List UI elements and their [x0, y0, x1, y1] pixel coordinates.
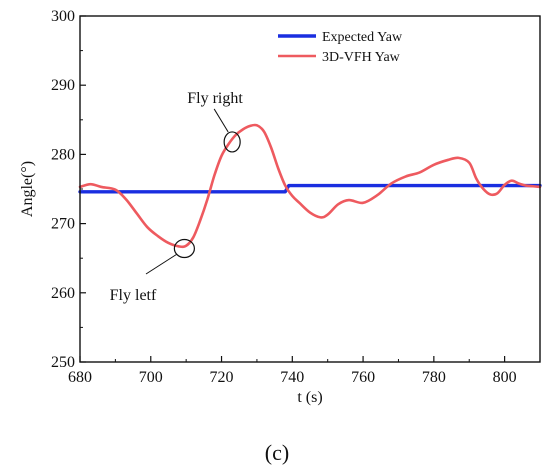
- annotation-layer: Fly right Fly letf: [110, 90, 244, 304]
- x-tick-label: 780: [422, 369, 446, 386]
- x-tick-label: 760: [351, 369, 375, 386]
- fly-left-marker: [173, 238, 195, 259]
- panel-label: (c): [265, 440, 289, 465]
- fly-left-label: Fly letf: [110, 287, 157, 304]
- y-tick-label: 250: [51, 354, 75, 371]
- x-tick-label: 680: [68, 369, 92, 386]
- legend: Expected Yaw 3D-VFH Yaw: [278, 30, 403, 65]
- x-tick-label: 740: [280, 369, 304, 386]
- x-tick-label: 800: [493, 369, 517, 386]
- fly-right-leader: [213, 108, 229, 133]
- series-layer: [78, 123, 542, 249]
- fly-right-label: Fly right: [187, 90, 243, 107]
- legend-label-expected-yaw: Expected Yaw: [322, 30, 403, 45]
- fly-right-marker: [223, 131, 241, 153]
- x-tick-label: 700: [139, 369, 163, 386]
- y-tick-label: 280: [51, 146, 75, 163]
- y-tick-label: 260: [51, 285, 75, 302]
- plot-frame: [79, 15, 541, 363]
- y-axis-title: Angle(°): [19, 161, 36, 217]
- x-tick-label: 720: [210, 369, 234, 386]
- series-line-3d-vfh-yaw: [78, 123, 542, 249]
- y-tick-label: 270: [51, 216, 75, 233]
- fly-left-leader: [145, 254, 177, 275]
- legend-label-3d-vfh-yaw: 3D-VFH Yaw: [322, 50, 401, 65]
- x-axis-title: t (s): [297, 389, 322, 406]
- axis-layer: 680 700 720 740 760 780 800 250 260 270 280 290 300: [51, 8, 517, 386]
- y-tick-label: 300: [51, 8, 75, 25]
- y-tick-label: 290: [51, 77, 75, 94]
- series-line-expected-yaw: [78, 183, 542, 194]
